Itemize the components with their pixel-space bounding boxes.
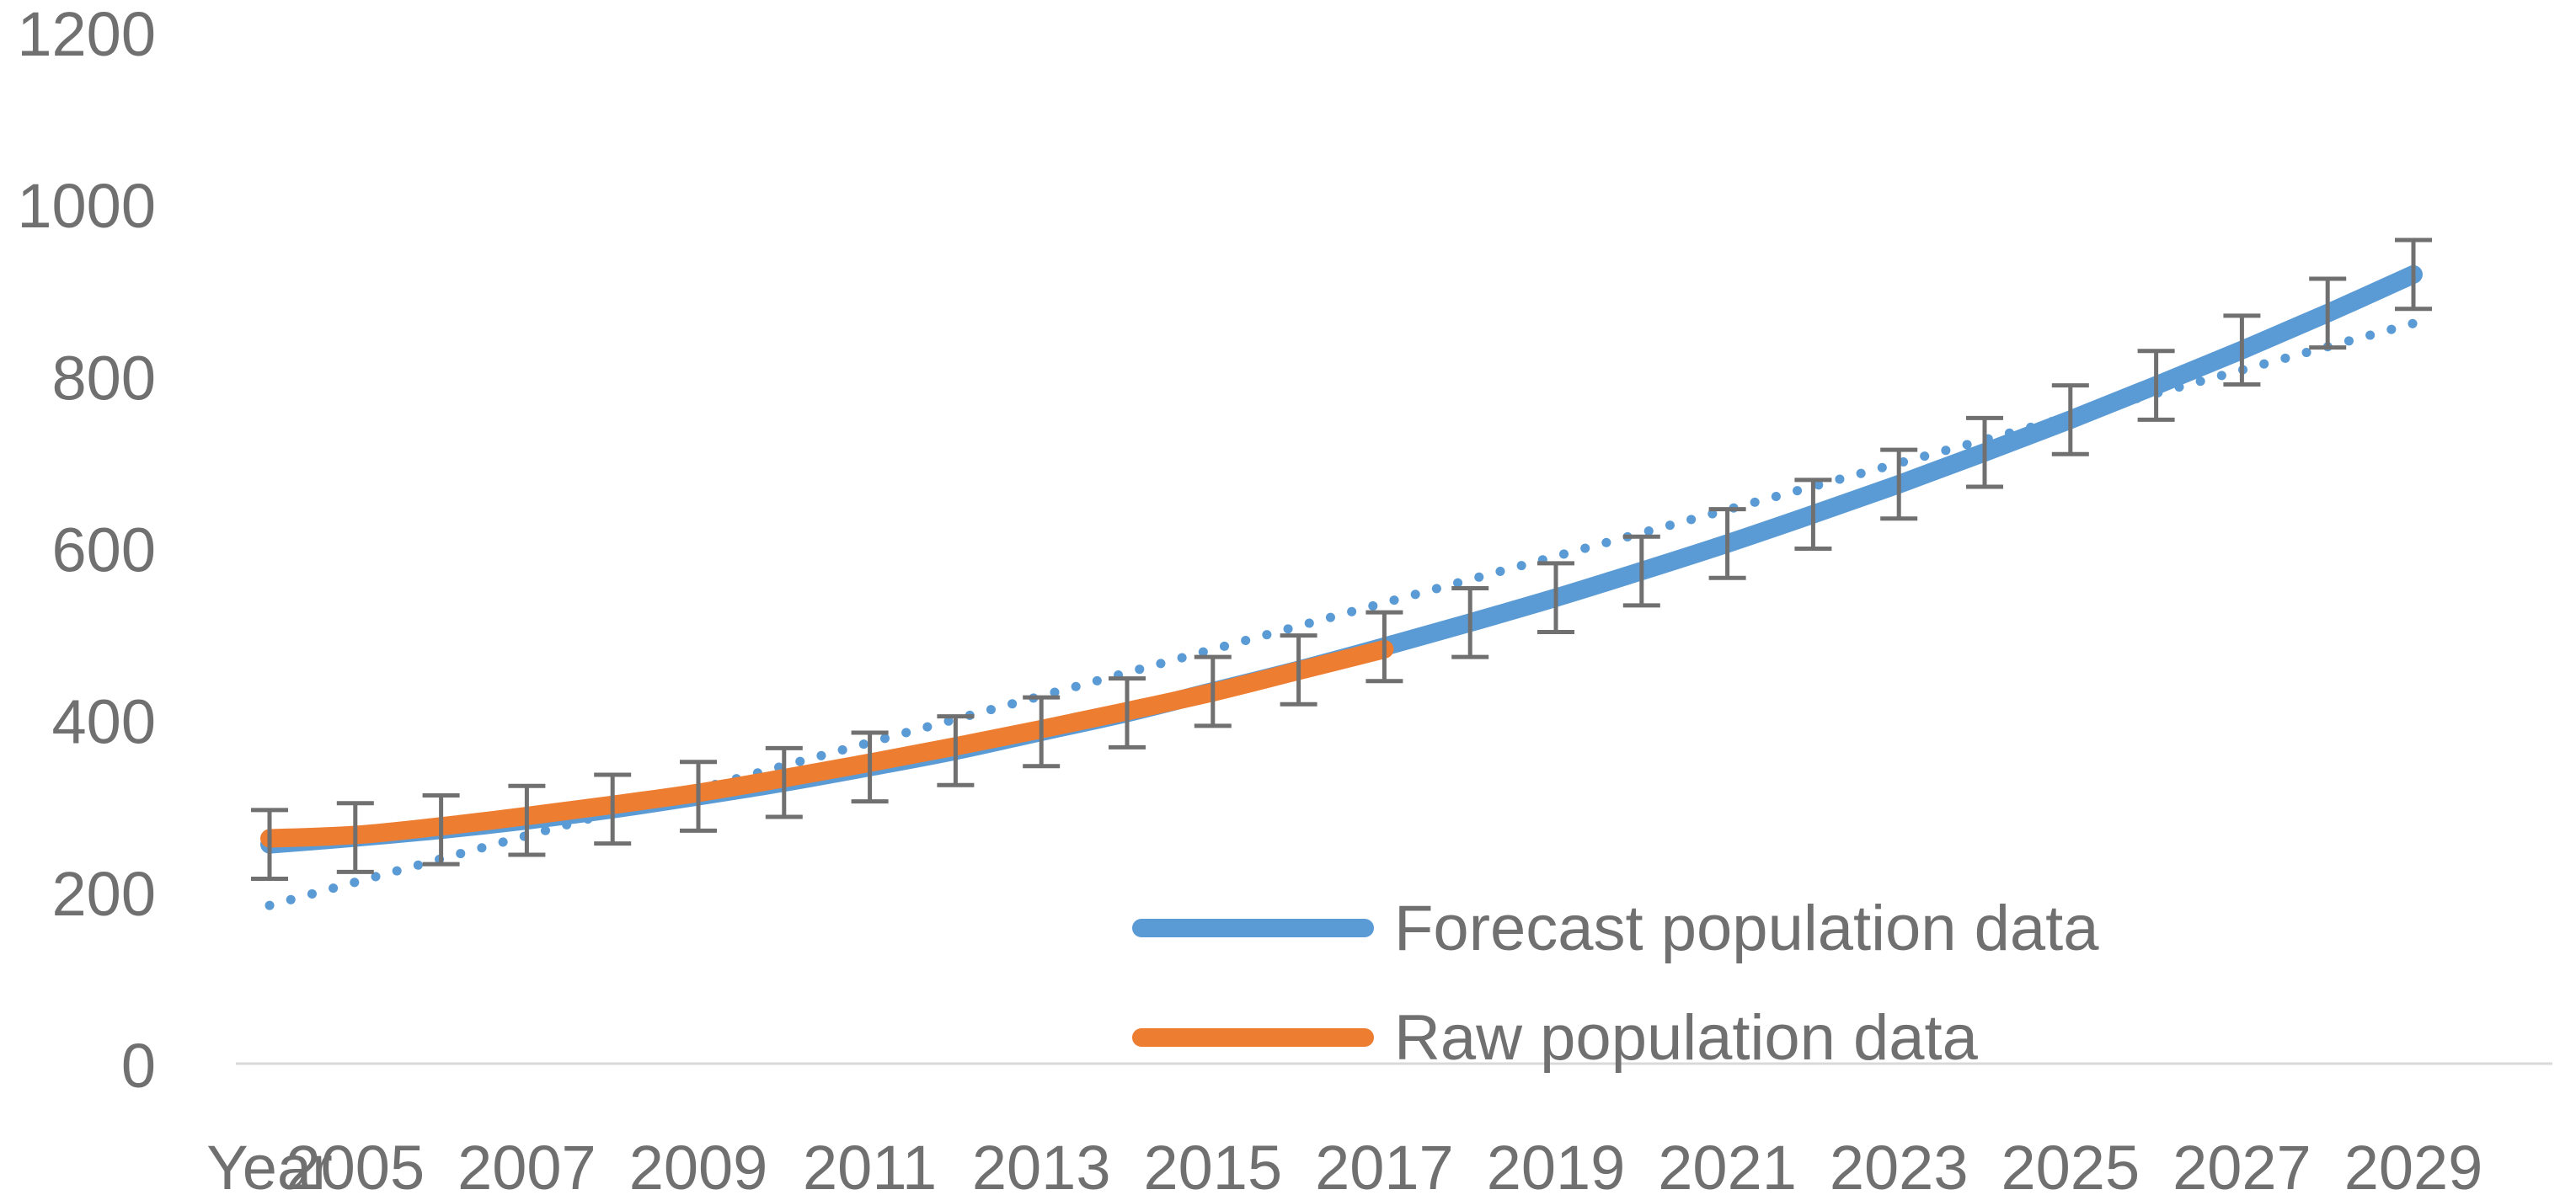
- error-bar: [765, 745, 803, 819]
- y-tick-label: 0: [121, 1031, 156, 1101]
- error-bar: [1622, 534, 1660, 608]
- x-tick-label: 2015: [1143, 1133, 1282, 1195]
- error-bar: [508, 783, 546, 857]
- error-bar: [1880, 447, 1918, 521]
- error-bar: [1794, 477, 1832, 552]
- error-bar: [851, 730, 889, 804]
- raw-series-line: [260, 639, 1394, 848]
- error-bar: [2309, 276, 2347, 350]
- error-bars: [251, 237, 2432, 882]
- x-tick-label: 2009: [629, 1133, 768, 1195]
- error-bar: [2223, 313, 2261, 387]
- y-tick-label: 800: [52, 343, 156, 413]
- x-tick-label: 2019: [1487, 1133, 1626, 1195]
- y-axis-ticks: 0 200 400 600 800 1000 1200: [17, 0, 156, 1101]
- x-tick-label: 2011: [803, 1133, 937, 1195]
- error-bar: [1708, 507, 1746, 580]
- x-tick-label: 2023: [1830, 1133, 1969, 1195]
- error-bar: [1023, 695, 1061, 769]
- x-tick-label: 2027: [2172, 1133, 2311, 1195]
- error-bar: [2051, 383, 2089, 456]
- error-bar: [594, 772, 632, 846]
- x-tick-label: 2005: [286, 1133, 425, 1195]
- error-bar: [251, 808, 288, 882]
- x-tick-label: 2007: [457, 1133, 596, 1195]
- error-bar: [422, 793, 460, 867]
- y-tick-label: 400: [52, 687, 156, 757]
- error-bar: [1966, 415, 2003, 489]
- x-tick-label: 2029: [2344, 1133, 2483, 1195]
- legend-label-raw: Raw population data: [1394, 1002, 1979, 1074]
- y-tick-label: 200: [52, 859, 156, 929]
- forecast-series-line: [260, 264, 2423, 854]
- error-bar: [2137, 349, 2175, 422]
- legend: Forecast population data Raw population d…: [1132, 893, 2099, 1074]
- error-bar: [336, 801, 374, 874]
- error-bar: [1365, 610, 1403, 684]
- x-tick-label: Year: [206, 1133, 333, 1195]
- error-bar: [1537, 561, 1574, 635]
- error-bar: [1280, 633, 1317, 707]
- x-tick-label: 2025: [2001, 1133, 2140, 1195]
- y-tick-label: 600: [52, 515, 156, 585]
- error-bar: [680, 760, 717, 833]
- error-bar: [1451, 585, 1489, 659]
- x-tick-label: 2013: [972, 1133, 1111, 1195]
- y-tick-label: 1200: [17, 0, 156, 69]
- error-bar: [937, 714, 975, 787]
- error-bar: [1109, 676, 1146, 750]
- y-tick-label: 1000: [17, 171, 156, 241]
- legend-label-forecast: Forecast population data: [1394, 893, 2099, 964]
- x-tick-label: 2017: [1315, 1133, 1454, 1195]
- x-tick-label: 2021: [1658, 1133, 1797, 1195]
- error-bar: [1194, 654, 1232, 728]
- error-bar: [2395, 237, 2432, 312]
- series-lines: [260, 264, 2423, 854]
